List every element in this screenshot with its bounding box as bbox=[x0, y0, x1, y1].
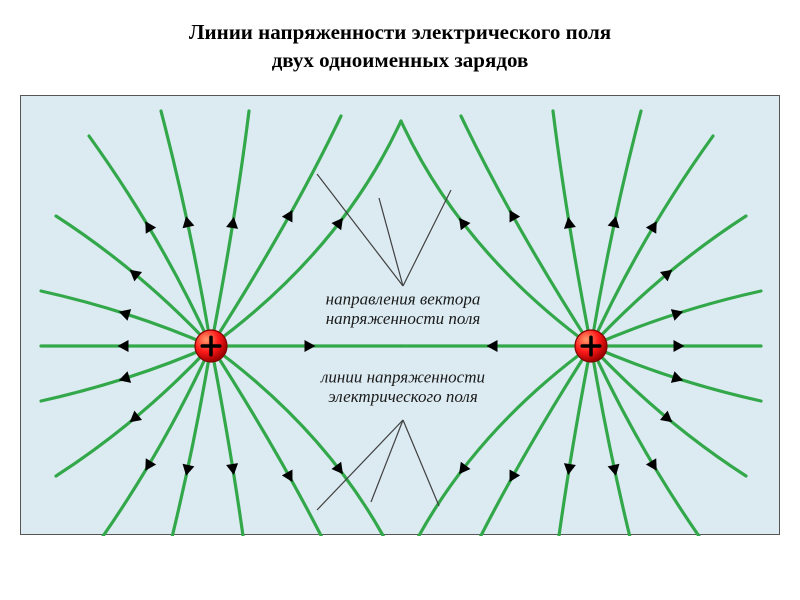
arrow-icon bbox=[140, 218, 156, 234]
annotation-pointer bbox=[379, 198, 403, 286]
annotation-text: линии напряженности bbox=[320, 367, 485, 386]
page-title: Линии напряженности электрического поля … bbox=[0, 0, 800, 87]
field-line bbox=[161, 111, 211, 346]
arrow-icon bbox=[140, 458, 156, 474]
arrow-icon bbox=[504, 469, 520, 484]
annotation-text: напряженности поля bbox=[326, 309, 481, 328]
arrow-icon bbox=[118, 340, 129, 352]
arrow-icon bbox=[504, 207, 520, 222]
arrow-icon bbox=[674, 340, 685, 352]
arrow-icon bbox=[282, 469, 298, 484]
arrow-icon bbox=[282, 207, 298, 222]
annotation-text: электрического поля bbox=[328, 387, 478, 406]
title-line-2: двух одноименных зарядов bbox=[272, 48, 529, 72]
title-line-1: Линии напряженности электрического поля bbox=[189, 20, 611, 44]
arrow-icon bbox=[646, 218, 662, 234]
field-line bbox=[553, 111, 591, 346]
arrow-icon bbox=[486, 340, 497, 352]
annotation-pointer bbox=[403, 190, 451, 286]
field-line bbox=[211, 111, 249, 346]
field-line bbox=[591, 216, 746, 346]
field-line bbox=[591, 346, 746, 476]
field-line bbox=[591, 346, 641, 536]
annotation-pointer bbox=[371, 420, 403, 502]
field-line bbox=[56, 346, 211, 476]
field-line bbox=[161, 346, 211, 536]
field-diagram-svg: направления векторанапряженности поля лин… bbox=[21, 96, 781, 536]
field-line bbox=[591, 111, 641, 346]
field-diagram: направления векторанапряженности поля лин… bbox=[20, 95, 780, 535]
annotation-pointer bbox=[403, 420, 439, 506]
annotation-pointer bbox=[317, 174, 403, 286]
arrow-icon bbox=[646, 458, 662, 474]
arrow-icon bbox=[305, 340, 316, 352]
field-line bbox=[56, 216, 211, 346]
annotation-text: направления вектора bbox=[326, 289, 481, 308]
